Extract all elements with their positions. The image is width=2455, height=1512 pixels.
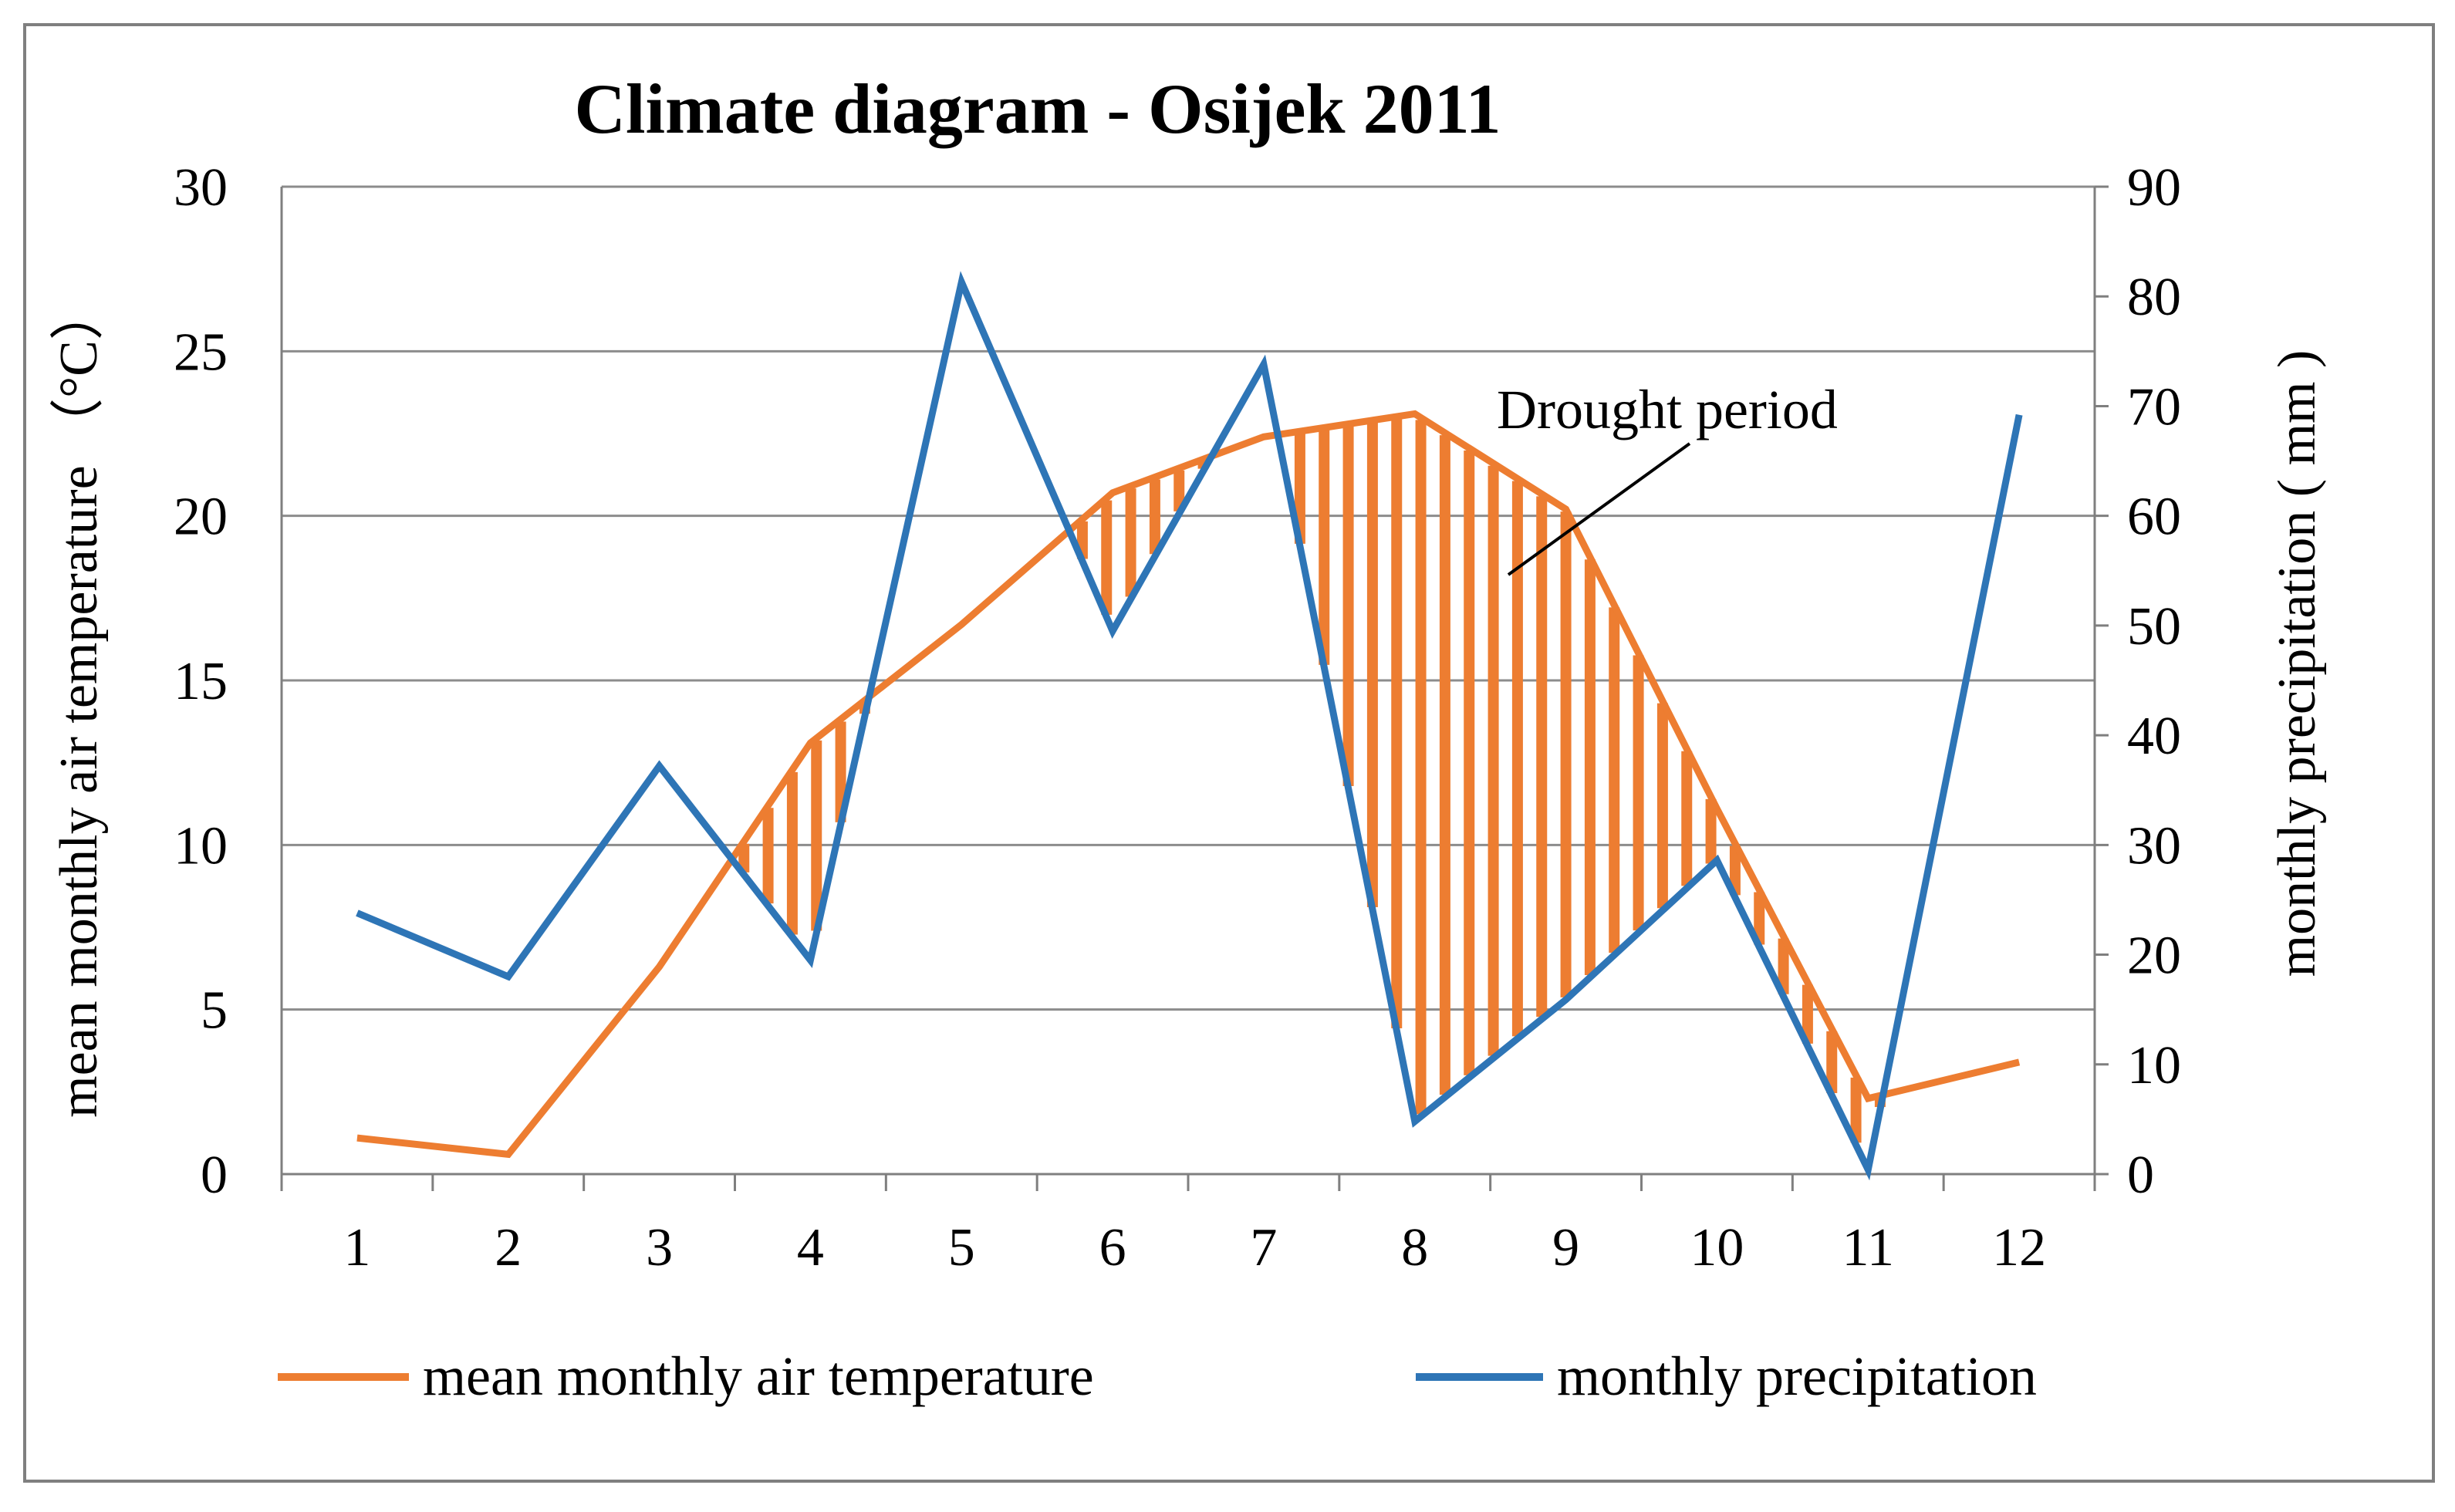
y-tick-label-left: 5 [201, 981, 228, 1041]
precipitation-point [2018, 414, 2020, 416]
y-tick-label-right: 70 [2127, 377, 2181, 437]
chart-title: Climate diagram - Osijek 2011 [575, 69, 1501, 148]
legend-label-temperature: mean monthly air temperature [423, 1345, 1094, 1407]
temperature-point [1112, 492, 1113, 494]
y-tick-label-left: 0 [201, 1146, 228, 1205]
y-tick-label-left: 20 [174, 488, 228, 547]
x-tick-label: 12 [1992, 1218, 2046, 1277]
drought-annotation-leader [1507, 442, 1691, 576]
y-tick-label-right: 80 [2127, 268, 2181, 327]
y-tick-label-left: 10 [174, 816, 228, 876]
y-axis-label-left: mean monthly air temperature （°C） [49, 286, 109, 1118]
temperature-point [1263, 436, 1265, 437]
precipitation-point [1867, 1169, 1869, 1170]
precipitation-point [961, 282, 962, 283]
temperature-point [2018, 1061, 2020, 1063]
y-tick-label-right: 30 [2127, 816, 2181, 876]
temperature-line [356, 410, 2021, 1159]
temperature-point [1867, 1098, 1869, 1099]
legend-label-precipitation: monthly precipitation [1557, 1345, 2037, 1407]
temperature-point [508, 1153, 509, 1155]
x-tick-label: 10 [1690, 1218, 1744, 1277]
precipitation-point [1263, 363, 1265, 365]
y-tick-label-right: 10 [2127, 1036, 2181, 1095]
precipitation-point [1414, 1121, 1416, 1122]
precipitation-point [659, 765, 660, 767]
x-tick-label: 11 [1842, 1218, 1894, 1277]
x-tick-label: 1 [343, 1218, 370, 1277]
legend: mean monthly air temperature monthly pre… [278, 1345, 2037, 1407]
chart-frame [23, 23, 2435, 1483]
temperature-point [961, 623, 962, 625]
y-tick-label-left: 15 [174, 652, 228, 711]
y-tick-label-right: 50 [2127, 597, 2181, 656]
precipitation-point [1112, 630, 1113, 632]
x-tick-label: 7 [1250, 1218, 1277, 1277]
precipitation-point [809, 960, 811, 961]
x-tick-label: 3 [646, 1218, 673, 1277]
y-tick-label-right: 20 [2127, 926, 2181, 986]
series-lines [356, 271, 2023, 1181]
y-tick-label-right: 90 [2127, 158, 2181, 218]
temperature-point [1716, 808, 1717, 809]
precipitation-point [1565, 999, 1567, 1001]
y-tick-label-right: 40 [2127, 707, 2181, 766]
y-tick-label-left: 30 [174, 158, 228, 218]
x-tick-label: 6 [1099, 1218, 1126, 1277]
x-tick-label: 2 [495, 1218, 522, 1277]
precipitation-point [508, 976, 509, 977]
axes [280, 185, 2109, 1191]
x-tick-label: 9 [1552, 1218, 1579, 1277]
y-tick-label-right: 0 [2127, 1146, 2154, 1205]
temperature-point [356, 1137, 358, 1139]
y-axis-label-right: monthly precipitation ( mm ) [2268, 350, 2327, 977]
x-tick-label: 4 [797, 1218, 824, 1277]
temperature-point [809, 742, 811, 744]
temperature-point [1565, 508, 1567, 510]
drought-period-annotation: Drought period [1497, 379, 1838, 440]
x-tick-label: 8 [1401, 1218, 1428, 1277]
drought-hatching [738, 418, 1886, 1143]
y-tick-label-left: 25 [174, 322, 228, 382]
y-tick-label-right: 60 [2127, 488, 2181, 547]
temperature-point [659, 966, 660, 967]
precipitation-point [1716, 859, 1717, 861]
temperature-point [1414, 413, 1416, 414]
x-tick-label: 5 [948, 1218, 975, 1277]
precipitation-point [356, 913, 358, 914]
precipitation-line [356, 271, 2023, 1181]
